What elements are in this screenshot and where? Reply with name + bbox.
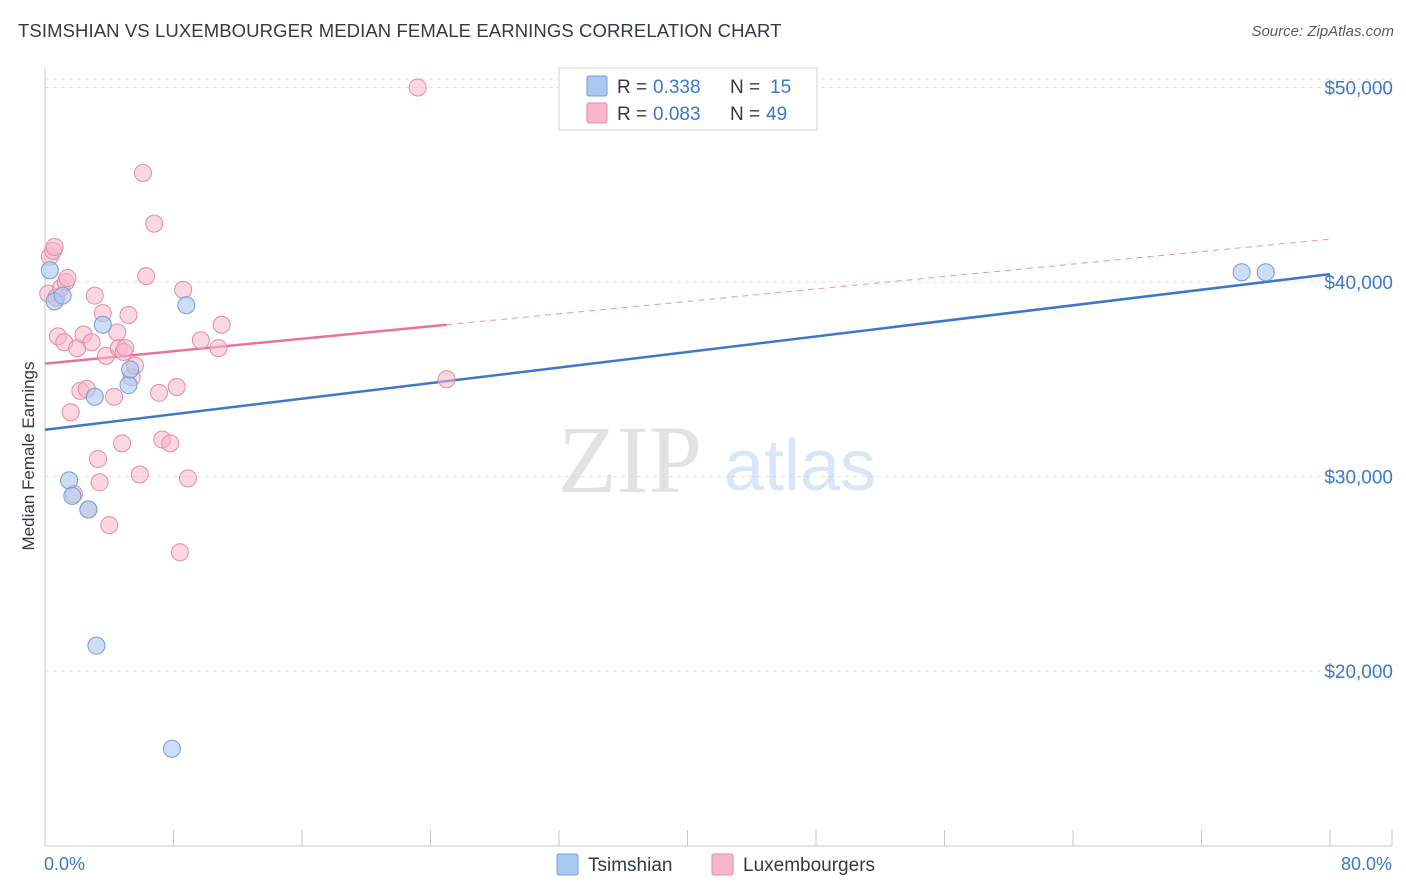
luxembourgers-point [209, 339, 228, 358]
luxembourgers-point [161, 434, 180, 453]
legend-r-label-tsimshian: R = [617, 77, 647, 98]
tsimshian-point [121, 360, 140, 379]
tsimshian-trend-line [44, 272, 1331, 432]
luxembourgers-point [145, 214, 164, 233]
y-tick-label: $20,000 [1324, 662, 1393, 683]
luxembourgers-point [100, 516, 119, 535]
luxembourgers-point [90, 473, 109, 492]
tsimshian-point [79, 500, 98, 519]
luxembourgers-point [170, 543, 189, 562]
tsimshian-point [53, 286, 72, 305]
series-legend-label-luxembourgers: Luxembourgers [743, 855, 875, 876]
watermark-atlas: atlas [724, 426, 876, 506]
tsimshian-point [162, 739, 181, 758]
series-legend-swatch-luxembourgers [711, 853, 734, 876]
luxembourgers-point [61, 403, 80, 422]
luxembourgers-point [133, 164, 152, 183]
tsimshian-point [60, 471, 79, 490]
chart-title: TSIMSHIAN VS LUXEMBOURGER MEDIAN FEMALE … [18, 20, 782, 41]
luxembourgers-point [45, 237, 64, 256]
tsimshian-point [93, 315, 112, 334]
source-credit: Source: ZipAtlas.com [1251, 23, 1394, 40]
correlation-legend: R = 0.338 N = 15 R = 0.083 N = 49 [558, 67, 818, 131]
tsimshian-point [1256, 263, 1275, 282]
watermark: ZIP atlas [558, 406, 876, 513]
luxembourgers-point [191, 331, 210, 350]
x-tick-label-max: 80.0% [1341, 854, 1392, 874]
tsimshian-point [119, 376, 138, 395]
luxembourgers-point [150, 383, 169, 402]
luxembourgers-point [89, 449, 108, 468]
y-tick-labels: $20,000 $30,000 $40,000 $50,000 [1324, 78, 1393, 683]
legend-n-value-luxembourgers: 49 [766, 104, 787, 125]
legend-n-value-tsimshian: 15 [770, 77, 791, 98]
luxembourgers-point [212, 315, 231, 334]
luxembourgers-point [137, 267, 156, 286]
y-axis-label: Median Female Earnings [19, 362, 38, 551]
series-legend: Tsimshian Luxembourgers [556, 853, 875, 876]
luxembourgers-point [119, 306, 138, 325]
y-tick-label: $40,000 [1324, 273, 1393, 294]
tsimshian-point [85, 387, 104, 406]
tsimshian-point [63, 486, 82, 505]
luxembourgers-point [85, 286, 104, 305]
luxembourgers-point [113, 434, 132, 453]
luxembourgers-trend-line-extended [446, 238, 1331, 326]
legend-r-label-luxembourgers: R = [617, 104, 647, 125]
series-legend-label-tsimshian: Tsimshian [588, 855, 672, 876]
luxembourgers-point [116, 339, 135, 358]
legend-n-label-luxembourgers: N = [730, 104, 760, 125]
luxembourgers-point [58, 269, 77, 288]
grid-lines [45, 78, 1392, 672]
legend-swatch-tsimshian [586, 75, 608, 97]
legend-r-value-luxembourgers: 0.083 [653, 104, 701, 125]
legend-swatch-luxembourgers [586, 102, 608, 124]
legend-n-label-tsimshian: N = [730, 77, 760, 98]
axes [44, 68, 1392, 847]
tsimshian-point [40, 261, 59, 280]
luxembourgers-point [178, 469, 197, 488]
trend-lines [44, 238, 1331, 432]
luxembourgers-point [167, 377, 186, 396]
luxembourgers-point [437, 370, 456, 389]
tsimshian-point [177, 296, 196, 315]
tsimshian-points [40, 261, 1275, 758]
legend-r-value-tsimshian: 0.338 [653, 77, 701, 98]
luxembourgers-point [82, 333, 101, 352]
y-tick-label: $30,000 [1324, 467, 1393, 488]
luxembourgers-point [105, 387, 124, 406]
luxembourgers-point [408, 78, 427, 97]
series-legend-swatch-tsimshian [556, 853, 579, 876]
tsimshian-point [87, 636, 106, 655]
x-ticks [44, 830, 1393, 846]
x-tick-label-min: 0.0% [44, 854, 85, 874]
y-tick-label: $50,000 [1324, 78, 1393, 99]
luxembourgers-point [130, 465, 149, 484]
watermark-zip: ZIP [558, 406, 702, 513]
tsimshian-point [1232, 263, 1251, 282]
luxembourgers-point [174, 280, 193, 299]
